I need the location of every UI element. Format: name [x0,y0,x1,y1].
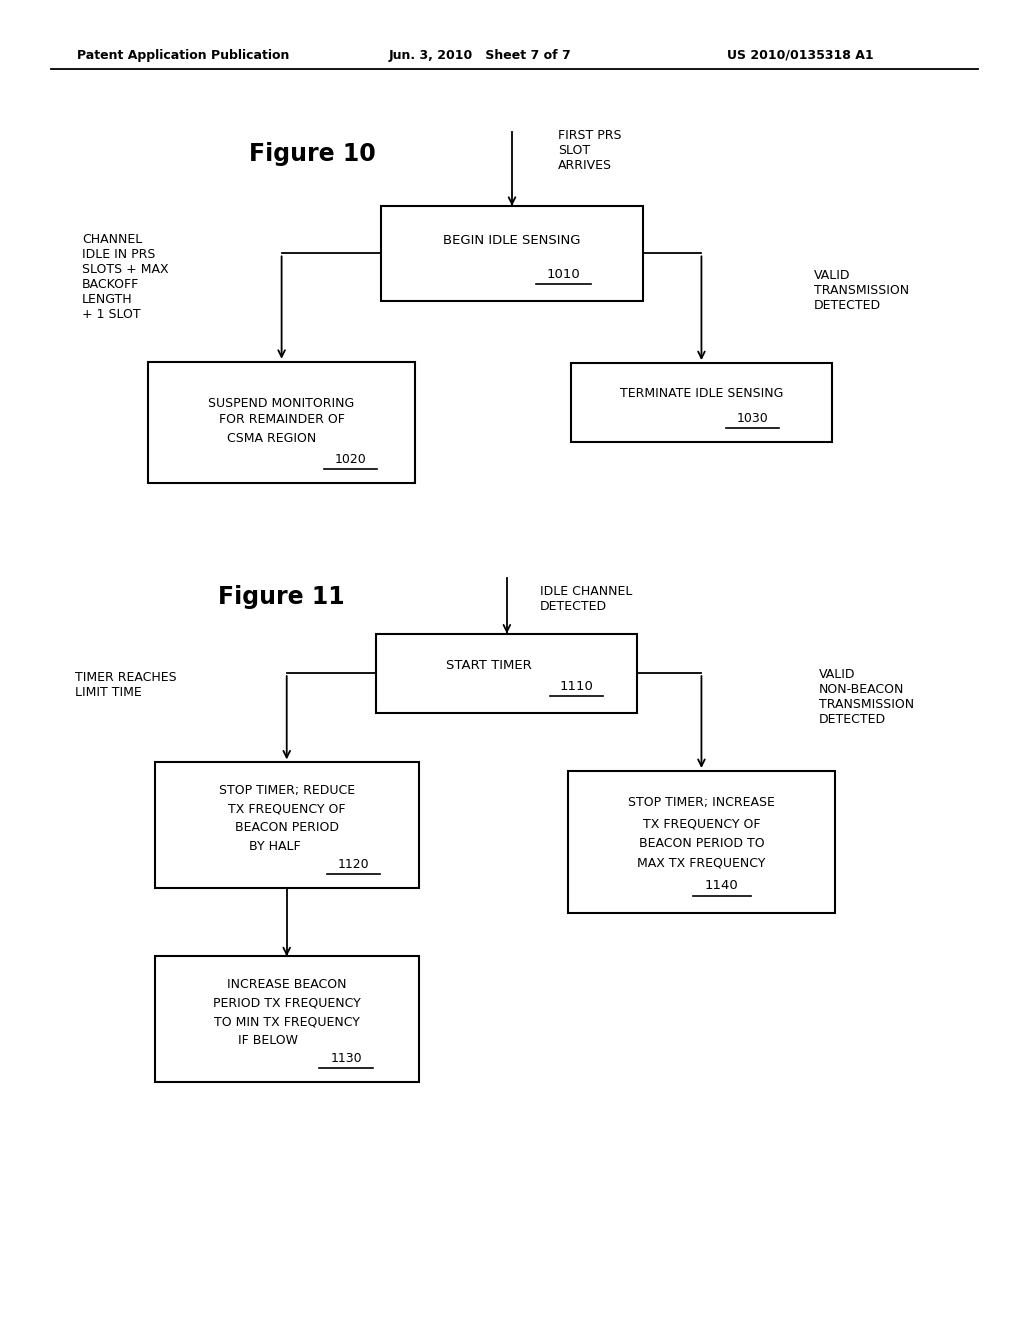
Text: VALID
NON-BEACON
TRANSMISSION
DETECTED: VALID NON-BEACON TRANSMISSION DETECTED [819,668,914,726]
Text: CHANNEL
IDLE IN PRS
SLOTS + MAX
BACKOFF
LENGTH
+ 1 SLOT: CHANNEL IDLE IN PRS SLOTS + MAX BACKOFF … [82,234,169,321]
Text: 1020: 1020 [334,453,367,466]
Text: VALID
TRANSMISSION
DETECTED: VALID TRANSMISSION DETECTED [814,269,909,312]
Text: 1010: 1010 [547,268,580,281]
Text: MAX TX FREQUENCY: MAX TX FREQUENCY [637,857,766,870]
Bar [571,363,833,442]
Text: TIMER REACHES
LIMIT TIME: TIMER REACHES LIMIT TIME [75,671,176,700]
Text: IF BELOW: IF BELOW [239,1034,298,1047]
Text: 1110: 1110 [559,680,594,693]
Bar [148,362,415,483]
Text: BEACON PERIOD TO: BEACON PERIOD TO [639,837,764,850]
Text: PERIOD TX FREQUENCY: PERIOD TX FREQUENCY [213,997,360,1010]
Text: Jun. 3, 2010   Sheet 7 of 7: Jun. 3, 2010 Sheet 7 of 7 [389,49,571,62]
Text: 1120: 1120 [338,858,369,871]
Bar [155,956,419,1082]
Text: TO MIN TX FREQUENCY: TO MIN TX FREQUENCY [214,1015,359,1028]
Bar [568,771,835,913]
Text: TERMINATE IDLE SENSING: TERMINATE IDLE SENSING [620,387,783,400]
Text: Patent Application Publication: Patent Application Publication [77,49,289,62]
Text: Figure 11: Figure 11 [218,585,345,609]
Text: SUSPEND MONITORING: SUSPEND MONITORING [209,397,354,411]
Text: START TIMER: START TIMER [445,659,531,672]
Text: CSMA REGION: CSMA REGION [226,432,316,445]
Text: 1130: 1130 [331,1052,361,1065]
Bar [155,763,419,887]
Text: TX FREQUENCY OF: TX FREQUENCY OF [643,817,760,830]
Text: US 2010/0135318 A1: US 2010/0135318 A1 [727,49,873,62]
Text: FOR REMAINDER OF: FOR REMAINDER OF [219,413,344,426]
Text: TX FREQUENCY OF: TX FREQUENCY OF [228,803,345,816]
Bar [377,634,637,713]
Text: 1030: 1030 [736,412,769,425]
Text: STOP TIMER; REDUCE: STOP TIMER; REDUCE [219,784,354,797]
Text: 1140: 1140 [706,879,738,892]
Text: BEACON PERIOD: BEACON PERIOD [234,821,339,834]
Text: BEGIN IDLE SENSING: BEGIN IDLE SENSING [443,234,581,247]
Text: IDLE CHANNEL
DETECTED: IDLE CHANNEL DETECTED [540,585,632,614]
Text: FIRST PRS
SLOT
ARRIVES: FIRST PRS SLOT ARRIVES [558,129,622,172]
Text: INCREASE BEACON: INCREASE BEACON [227,978,346,991]
Bar [381,206,643,301]
Text: STOP TIMER; INCREASE: STOP TIMER; INCREASE [628,796,775,809]
Text: BY HALF: BY HALF [249,840,300,853]
Text: Figure 10: Figure 10 [249,143,376,166]
